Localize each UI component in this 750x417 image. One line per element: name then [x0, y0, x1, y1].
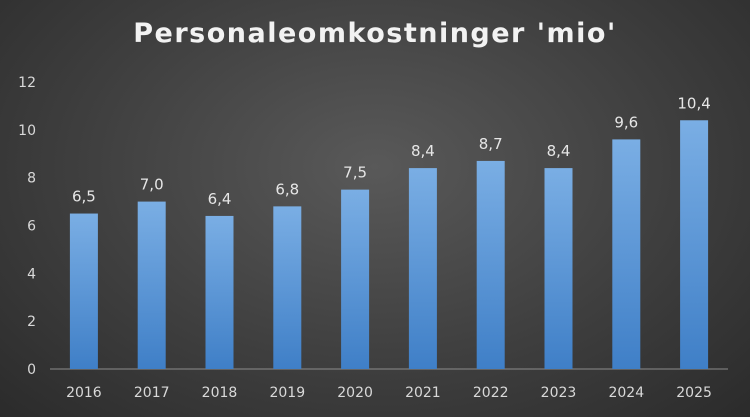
bar-2018 — [205, 215, 234, 369]
bar-2016 — [69, 213, 98, 369]
bars-group — [69, 120, 709, 370]
data-label-2021: 8,4 — [411, 142, 435, 160]
bar-2020 — [341, 189, 370, 369]
data-label-2023: 8,4 — [547, 142, 571, 160]
x-tick-label-2025: 2025 — [676, 385, 712, 401]
data-label-2018: 6,4 — [208, 190, 232, 208]
x-tick-label-2022: 2022 — [473, 385, 509, 401]
data-label-2020: 7,5 — [343, 164, 367, 182]
x-tick-label-2018: 2018 — [202, 385, 238, 401]
bar-2017 — [137, 201, 166, 369]
data-label-2019: 6,8 — [275, 180, 299, 198]
y-tick-label: 12 — [18, 75, 36, 91]
bar-2023 — [544, 168, 573, 369]
x-tick-label-2024: 2024 — [608, 385, 644, 401]
y-axis-ticks: 0 2 4 6 8 10 12 — [18, 75, 36, 378]
bar-2022 — [476, 160, 505, 369]
data-label-2017: 7,0 — [140, 176, 164, 194]
x-tick-label-2017: 2017 — [134, 385, 170, 401]
chart-title: Personaleomkostninger 'mio' — [133, 18, 617, 49]
y-tick-label: 4 — [27, 266, 36, 282]
y-tick-label: 6 — [27, 219, 36, 235]
x-tick-label-2021: 2021 — [405, 385, 441, 401]
x-axis-ticks: 2016 2017 2018 2019 2020 2021 2022 2023 2024 2025 — [66, 385, 712, 401]
data-label-2022: 8,7 — [479, 135, 503, 153]
bar-2021 — [408, 168, 437, 369]
y-tick-label: 2 — [27, 314, 36, 330]
x-tick-label-2020: 2020 — [337, 385, 373, 401]
y-tick-label: 10 — [18, 123, 36, 139]
y-tick-label: 8 — [27, 171, 36, 187]
y-tick-label: 0 — [27, 362, 36, 378]
bar-2019 — [273, 206, 302, 369]
x-tick-label-2016: 2016 — [66, 385, 102, 401]
bar-2024 — [612, 139, 641, 369]
data-label-2024: 9,6 — [614, 113, 638, 131]
data-labels-group: 6,5 7,0 6,4 6,8 7,5 8,4 8,7 8,4 9,6 10,4 — [72, 94, 711, 208]
data-label-2016: 6,5 — [72, 188, 96, 206]
data-label-2025: 10,4 — [677, 94, 710, 112]
x-tick-label-2019: 2019 — [269, 385, 305, 401]
x-tick-label-2023: 2023 — [541, 385, 577, 401]
bar-2025 — [680, 120, 709, 370]
